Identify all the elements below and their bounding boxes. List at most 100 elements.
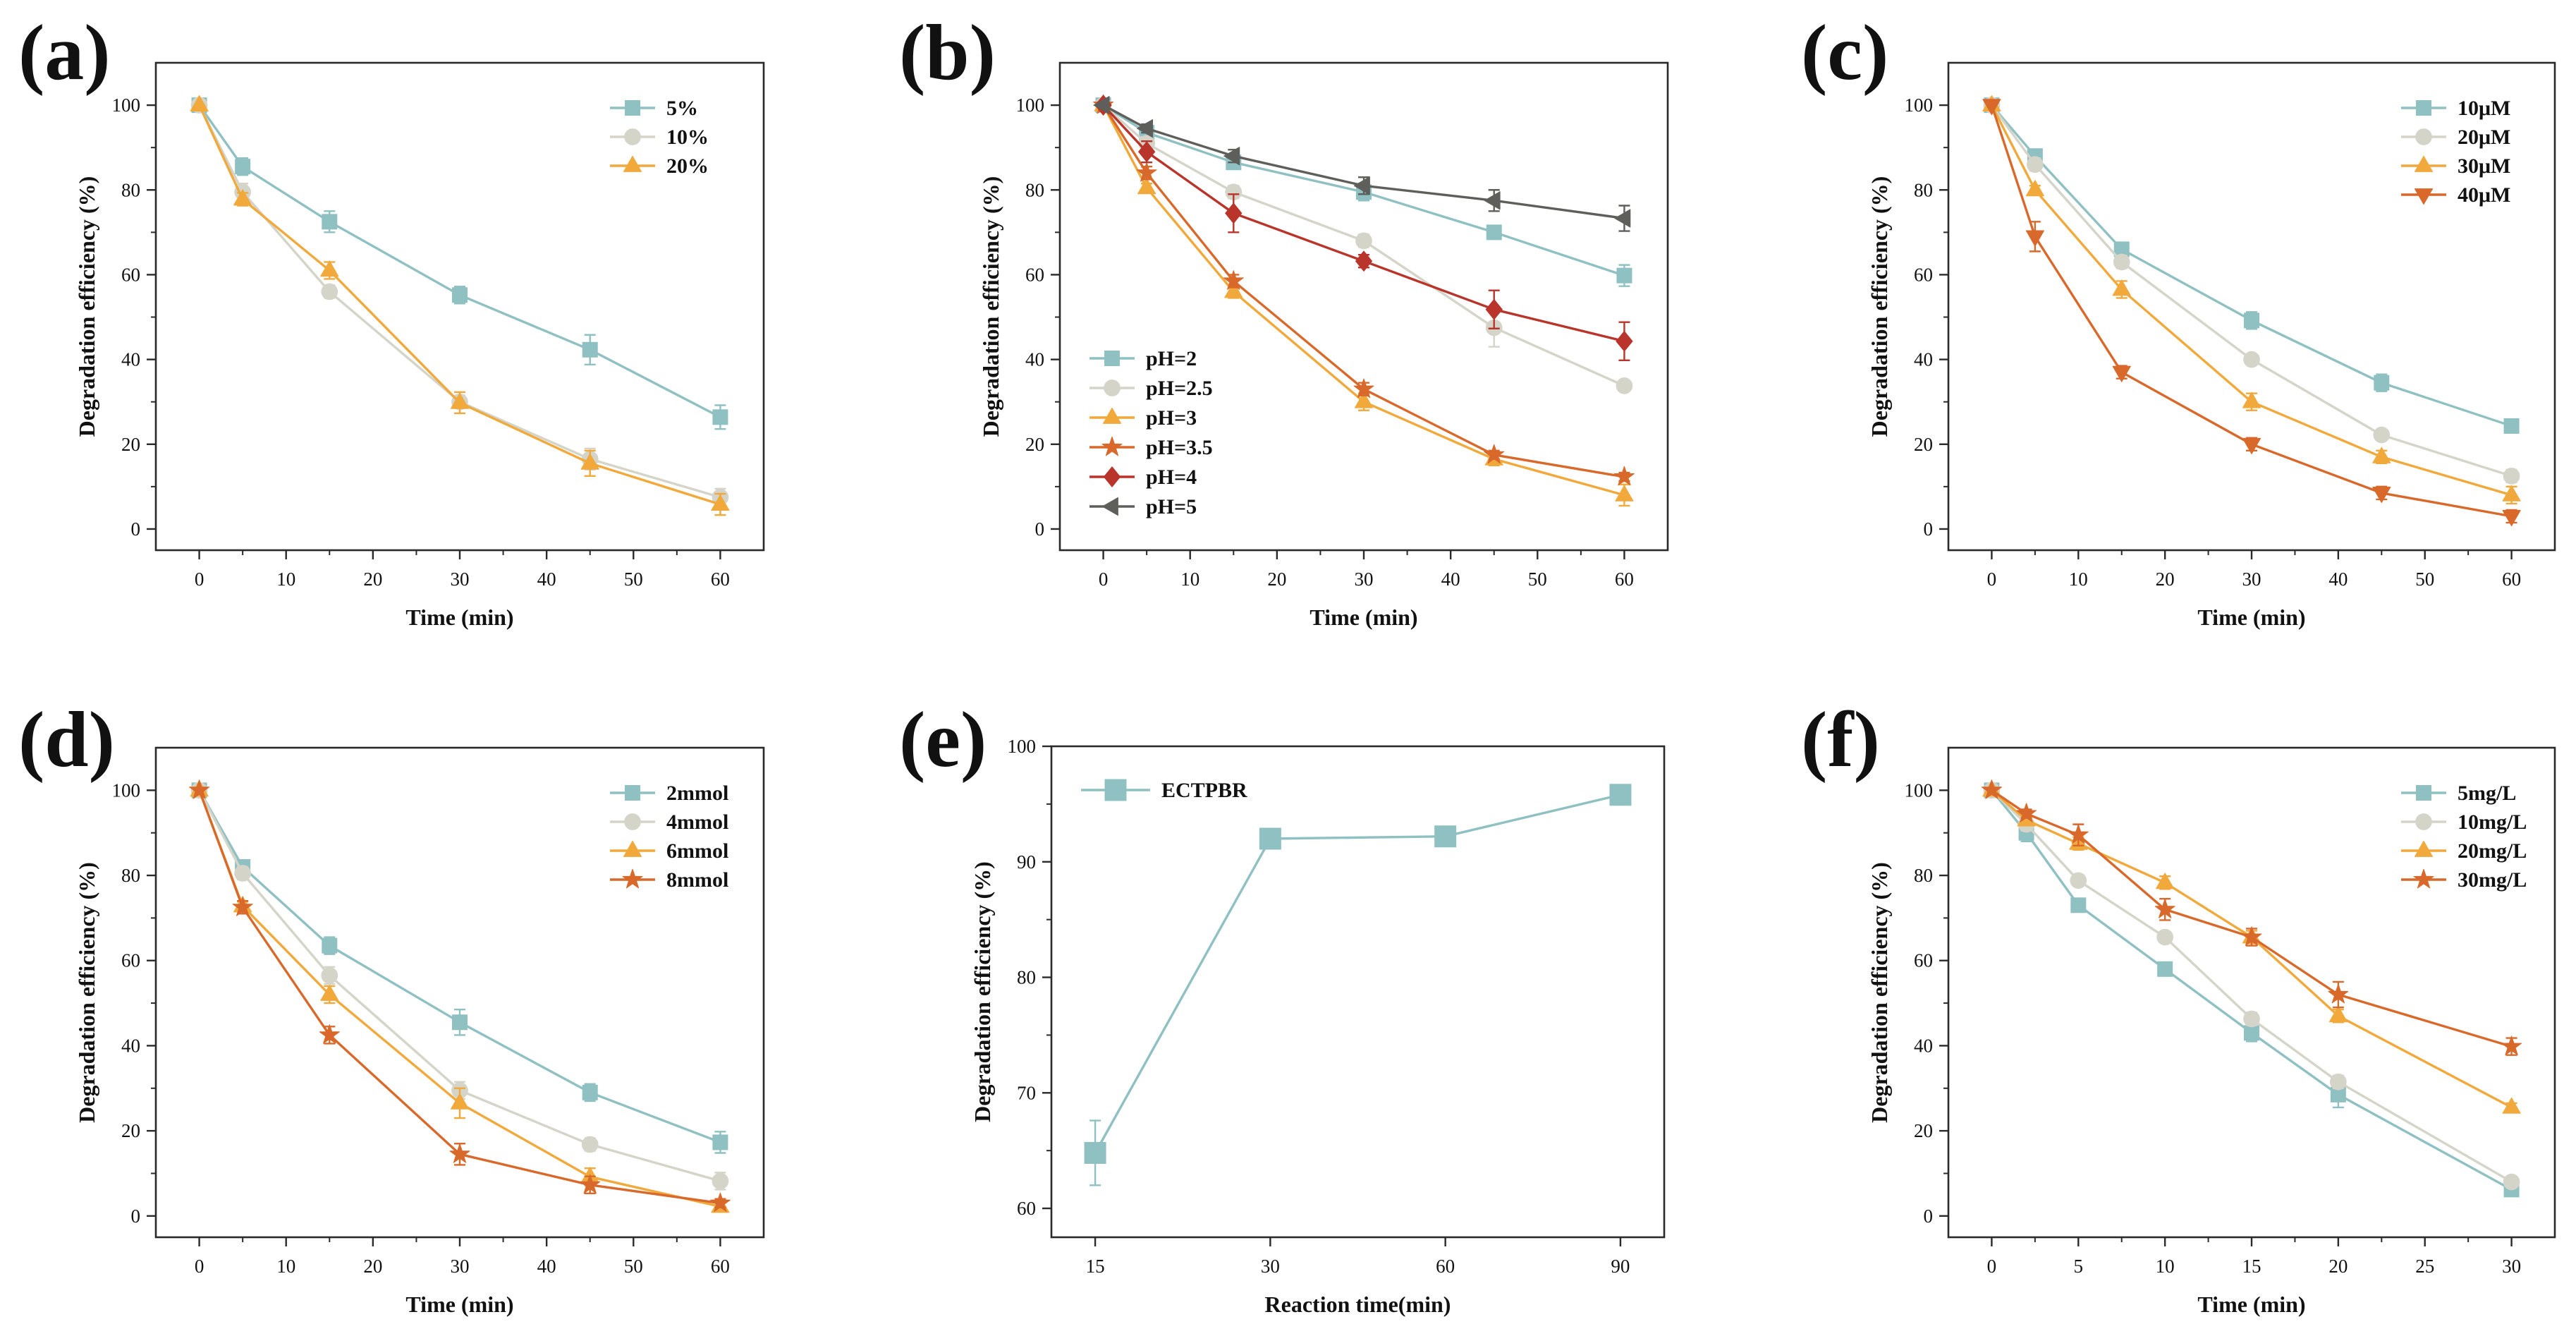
data-point xyxy=(2157,961,2173,977)
legend-label: 2mmol xyxy=(666,782,728,805)
y-tick-label: 90 xyxy=(1017,851,1036,873)
data-point xyxy=(190,95,209,111)
y-tick-label: 40 xyxy=(1914,349,1933,370)
panel-e: 15 30 60 90 60 70 80 90 100 Reaction time(min) Deg… xyxy=(899,696,1666,1317)
y-tick-label: 80 xyxy=(1914,179,1933,200)
legend-entry: 20μM xyxy=(2401,126,2510,149)
legend: 2mmol 4mmol 6mmol 8mmol xyxy=(610,782,728,892)
data-point xyxy=(322,214,338,230)
legend-entry: 4mmol xyxy=(610,810,728,834)
legend-entry: pH=5 xyxy=(1089,495,1197,518)
y-tick-label: 40 xyxy=(121,1035,140,1056)
y-tick-label: 20 xyxy=(121,1120,140,1141)
legend-marker xyxy=(1101,436,1123,456)
series-line xyxy=(1991,789,2513,1048)
data-point xyxy=(2112,365,2131,382)
x-tick-label: 25 xyxy=(2415,1256,2434,1277)
legend-label: 4mmol xyxy=(666,810,728,834)
data-point xyxy=(2372,487,2391,503)
data-point xyxy=(452,1014,468,1031)
data-point xyxy=(2070,897,2087,913)
y-tick-label: 100 xyxy=(1905,779,1934,801)
data-point xyxy=(2372,447,2391,463)
legend-label: 6mmol xyxy=(666,839,728,863)
panel-d: 0 10 20 30 40 50 60 0 20 40 60 80 100 Time (min) Degra… xyxy=(18,696,765,1317)
data-point xyxy=(1616,377,1633,394)
data-point xyxy=(1137,119,1153,138)
y-tick-label: 100 xyxy=(1016,95,1045,116)
legend-label: pH=3.5 xyxy=(1146,436,1213,459)
data-point xyxy=(2241,926,2262,946)
data-point xyxy=(2156,873,2175,889)
data-point xyxy=(2243,351,2260,368)
data-point xyxy=(2027,156,2044,174)
data-point xyxy=(2025,180,2044,197)
legend-marker xyxy=(2414,188,2434,205)
data-point xyxy=(1137,178,1156,195)
y-tick-label: 0 xyxy=(1924,518,1934,540)
series-line xyxy=(1102,104,1625,220)
data-point xyxy=(1614,209,1631,228)
panel-label: (a) xyxy=(18,9,111,97)
x-tick-label: 50 xyxy=(1528,569,1547,590)
data-point xyxy=(2156,928,2173,946)
data-point xyxy=(711,494,730,511)
x-tick-label: 60 xyxy=(1436,1256,1455,1277)
legend-label: 5mg/L xyxy=(2458,782,2516,805)
legend: 5% 10% 20% xyxy=(610,97,709,178)
data-point xyxy=(1615,485,1634,502)
y-axis-title: Degradation efficiency (%) xyxy=(970,861,995,1122)
legend: pH=2 pH=2.5 pH=3 pH=3.5 pH=4 pH=5 xyxy=(1089,347,1213,518)
x-tick-label: 90 xyxy=(1611,1256,1630,1277)
y-axis-title: Degradation efficiency (%) xyxy=(1867,176,1892,437)
legend-marker xyxy=(2414,840,2434,857)
data-point xyxy=(2025,230,2044,247)
data-point xyxy=(2502,1097,2521,1114)
legend-entry: 5mg/L xyxy=(2401,782,2516,805)
legend-entry: 8mmol xyxy=(610,868,728,892)
x-tick-label: 40 xyxy=(2328,569,2348,590)
series-line xyxy=(1990,104,2513,497)
series-b-3 xyxy=(1093,94,1635,486)
data-point xyxy=(2244,1025,2259,1041)
data-point xyxy=(1355,232,1372,250)
series-b-4 xyxy=(1094,95,1633,362)
y-tick-label: 80 xyxy=(1914,865,1933,886)
series-c-1 xyxy=(1983,97,2520,485)
data-point xyxy=(1486,224,1502,241)
x-tick-label: 30 xyxy=(451,569,470,590)
x-tick-label: 10 xyxy=(2156,1256,2175,1277)
data-point xyxy=(2503,468,2520,485)
legend-entry: pH=4 xyxy=(1089,466,1197,489)
data-point xyxy=(1981,779,2002,799)
y-tick-label: 60 xyxy=(1914,264,1933,285)
y-tick-label: 20 xyxy=(1914,1120,1933,1141)
y-tick-label: 100 xyxy=(1008,736,1037,757)
x-tick-label: 60 xyxy=(1615,569,1634,590)
x-tick-label: 20 xyxy=(2328,1256,2348,1277)
y-tick-label: 0 xyxy=(131,1206,141,1227)
series-line xyxy=(1990,104,2512,518)
x-tick-label: 50 xyxy=(624,1256,643,1277)
x-tick-label: 60 xyxy=(711,569,730,590)
y-tick-label: 40 xyxy=(1914,1035,1933,1056)
panel-label: (b) xyxy=(899,9,996,97)
legend-label: pH=2.5 xyxy=(1146,377,1213,400)
series-line xyxy=(1991,104,2513,478)
legend-entry: 10mg/L xyxy=(2401,810,2527,834)
data-point xyxy=(2328,983,2349,1004)
y-tick-label: 80 xyxy=(1017,967,1036,988)
y-tick-label: 20 xyxy=(1025,434,1044,455)
data-point xyxy=(2501,1036,2522,1055)
y-tick-label: 60 xyxy=(121,264,140,285)
series-e-0 xyxy=(1084,784,1632,1186)
x-tick-label: 40 xyxy=(1441,569,1460,590)
legend-marker xyxy=(1104,466,1121,487)
x-tick-label: 20 xyxy=(363,1256,382,1277)
data-point xyxy=(1223,147,1240,166)
y-tick-label: 40 xyxy=(1025,349,1044,370)
data-point xyxy=(2330,1073,2347,1091)
legend-label: 10mg/L xyxy=(2458,810,2527,834)
x-axis-title: Time (min) xyxy=(2197,1292,2305,1317)
panel-c: 0 10 20 30 40 50 60 0 20 40 60 80 100 Time (min) Degra… xyxy=(1801,9,2556,630)
